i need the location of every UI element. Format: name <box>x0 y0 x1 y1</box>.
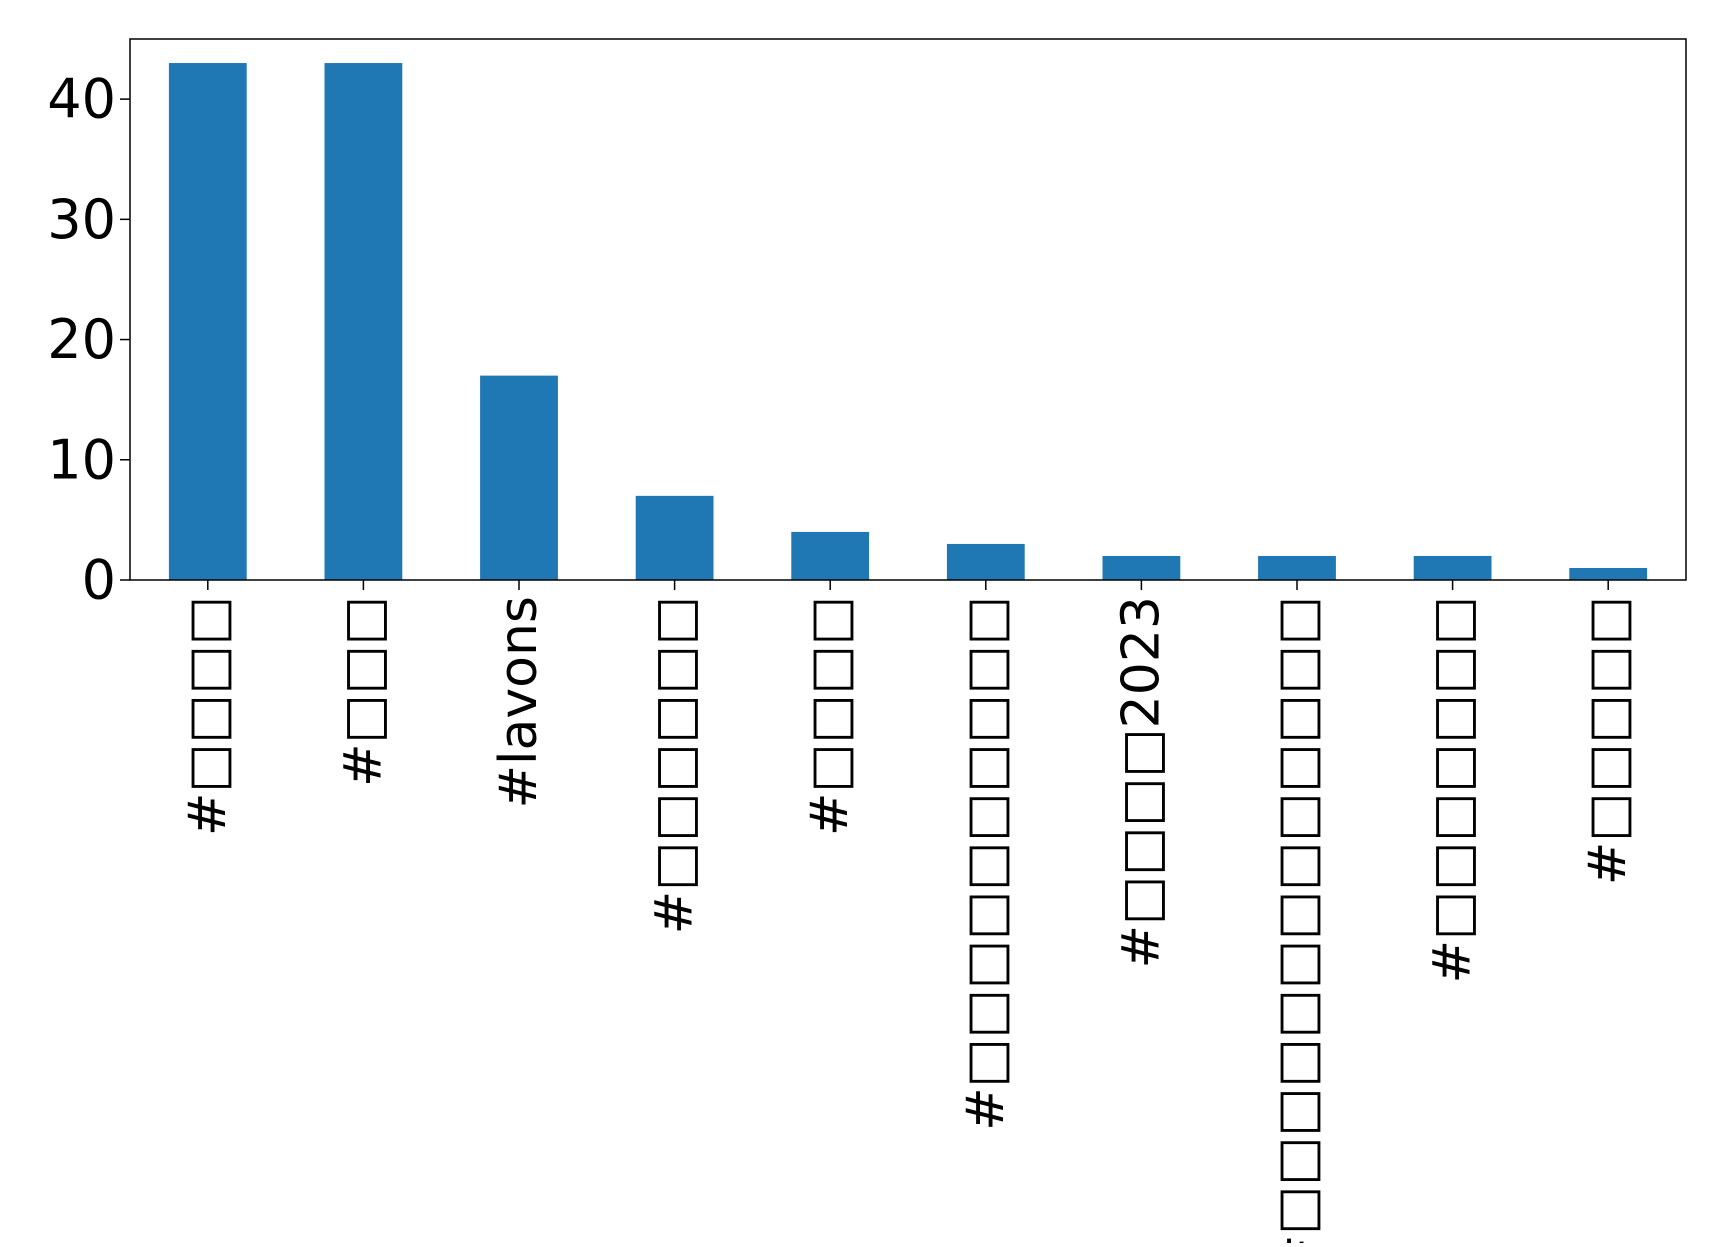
x-tick-label: #□□□□□□□□□□ <box>956 596 1016 1131</box>
bar-3 <box>480 375 558 580</box>
bar-4 <box>635 495 714 580</box>
x-tick-label: #□□□□□□ <box>645 596 705 934</box>
x-tick-label: #□□□□ <box>800 596 860 836</box>
bar-10 <box>1569 567 1648 580</box>
bar-6 <box>946 543 1025 580</box>
bar-5 <box>791 531 870 580</box>
bar-7 <box>1102 555 1181 580</box>
x-tick-label: #□□□□2023 <box>1111 596 1171 968</box>
x-tick-label: #□□□□ <box>178 596 238 836</box>
bar-2 <box>324 63 403 581</box>
bars-group <box>168 63 1648 581</box>
y-tick-label: 20 <box>47 308 116 371</box>
bar-1 <box>168 63 247 581</box>
x-tick-label: #□□□ <box>333 596 393 787</box>
x-tick-label: #lavons <box>489 596 549 809</box>
y-tick-label: 40 <box>47 68 116 131</box>
plot-frame <box>129 38 1687 581</box>
x-axis: #□□□□ #□□□ #lavons #□□□□□□ #□□□□ #□□□□□□□□□□ #… <box>178 580 1638 1247</box>
y-tick-label: 30 <box>47 188 116 251</box>
y-tick-label: 0 <box>82 549 116 612</box>
x-tick-label: #□□□□□□□□□□□□□ <box>1267 596 1327 1243</box>
x-tick-label: #□□□□□□□ <box>1423 596 1483 984</box>
bar-8 <box>1258 555 1336 580</box>
bar-9 <box>1413 555 1492 580</box>
y-tick-label: 10 <box>47 428 116 491</box>
x-tick-label: #□□□□□ <box>1578 596 1638 885</box>
y-axis: 0 10 20 30 40 <box>47 68 130 612</box>
